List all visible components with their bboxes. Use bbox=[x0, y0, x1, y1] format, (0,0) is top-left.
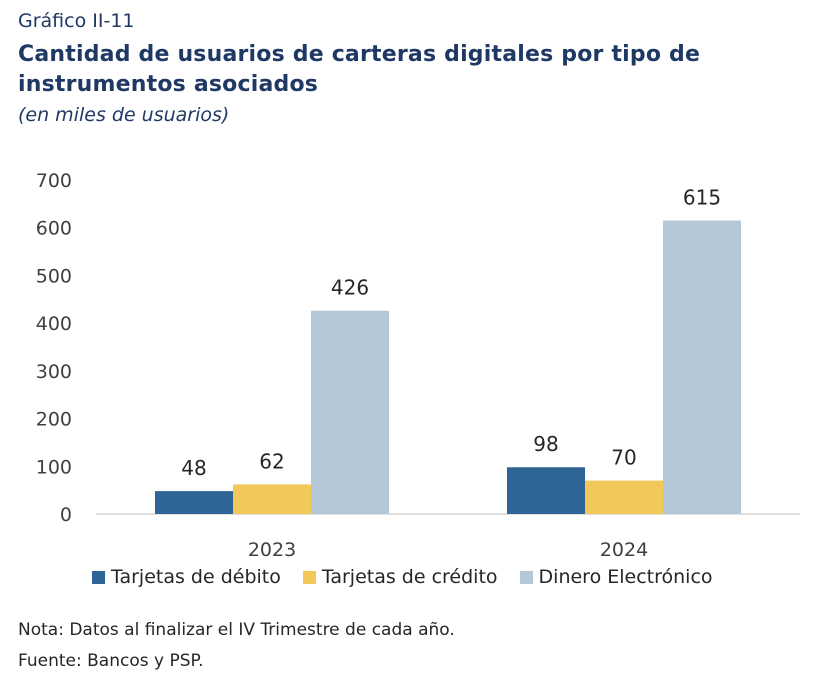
chart-subtitle: (en miles de usuarios) bbox=[18, 104, 230, 126]
legend-swatch-debit bbox=[92, 570, 105, 584]
data-label: 62 bbox=[259, 449, 284, 473]
data-label: 48 bbox=[181, 456, 206, 480]
legend-item-credit: Tarjetas de crédito bbox=[302, 566, 498, 588]
legend-swatch-emoney bbox=[519, 570, 533, 584]
bar-2024-series-1 bbox=[585, 480, 663, 514]
bar-2023-series-0 bbox=[155, 491, 233, 514]
data-label: 98 bbox=[533, 432, 558, 456]
chart-source: Fuente: Bancos y PSP. bbox=[18, 651, 204, 671]
legend-swatch-credit bbox=[302, 570, 316, 584]
bar-2023-series-1 bbox=[233, 484, 311, 514]
chart-number: Gráfico II-11 bbox=[18, 10, 135, 32]
data-label: 70 bbox=[611, 446, 636, 470]
bar-2023-series-2 bbox=[311, 310, 389, 514]
chart-note: Nota: Datos al finalizar el IV Trimestre… bbox=[18, 620, 455, 640]
chart-legend: Tarjetas de débito Tarjetas de crédito D… bbox=[92, 566, 713, 588]
y-tick-label: 600 bbox=[36, 218, 72, 240]
legend-label-credit: Tarjetas de crédito bbox=[321, 566, 498, 588]
y-tick-label: 100 bbox=[36, 456, 72, 478]
data-label: 615 bbox=[683, 186, 721, 210]
chart-title: Cantidad de usuarios de carteras digital… bbox=[18, 42, 701, 97]
bar-2024-series-0 bbox=[507, 467, 585, 514]
legend-label-emoney: Dinero Electrónico bbox=[538, 566, 713, 588]
x-category-label: 2024 bbox=[600, 539, 648, 560]
y-tick-label: 500 bbox=[36, 265, 72, 287]
y-tick-label: 300 bbox=[36, 361, 72, 383]
bar-2024-series-2 bbox=[663, 220, 741, 515]
x-category-label: 2023 bbox=[248, 539, 296, 560]
legend-item-emoney: Dinero Electrónico bbox=[519, 566, 713, 588]
legend-label-debit: Tarjetas de débito bbox=[111, 566, 281, 588]
y-tick-label: 0 bbox=[60, 504, 72, 526]
y-tick-label: 400 bbox=[36, 313, 72, 335]
y-tick-label: 700 bbox=[36, 170, 72, 192]
y-tick-label: 200 bbox=[36, 409, 72, 431]
legend-item-debit: Tarjetas de débito bbox=[92, 566, 281, 588]
bar-chart: 0 100 200 300 400 500 600 700 48 62 426 2023 98 70 615… bbox=[36, 170, 800, 560]
chart-header: Gráfico II-11 Cantidad de usuarios de ca… bbox=[18, 10, 798, 126]
data-label: 426 bbox=[331, 276, 369, 300]
